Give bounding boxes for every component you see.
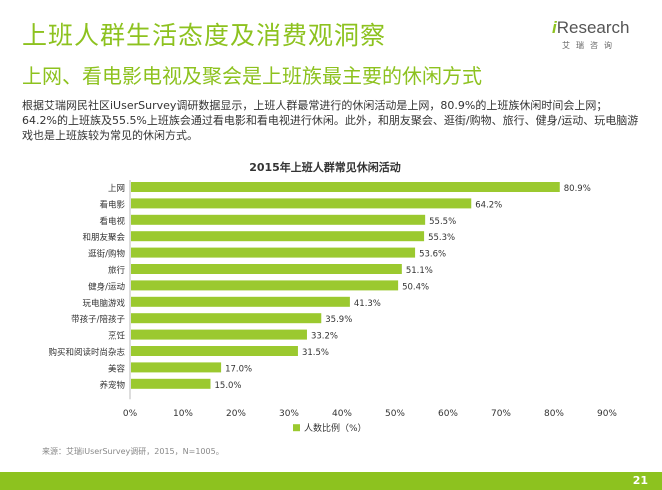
value-label: 41.3% — [354, 299, 381, 309]
value-label: 53.6% — [419, 250, 446, 260]
category-label: 旅行 — [108, 265, 126, 276]
value-label: 31.5% — [302, 348, 329, 358]
x-tick-label: 0% — [123, 409, 138, 419]
chart-title: 2015年上班人群常见休闲活动 — [249, 160, 401, 174]
logo-wordmark: Research — [556, 18, 630, 37]
bar — [131, 346, 298, 356]
bar — [131, 378, 211, 389]
x-tick-label: 10% — [173, 409, 193, 419]
logo-i: i — [552, 18, 557, 37]
value-label: 50.4% — [402, 282, 429, 292]
value-label: 15.0% — [215, 381, 242, 391]
page-title: 上班人群生活态度及消费观洞察 — [22, 21, 387, 50]
value-label: 55.3% — [428, 233, 455, 243]
bar — [131, 198, 472, 209]
page-subtitle: 上网、看电影电视及聚会是上班族最主要的休闲方式 — [22, 64, 482, 88]
x-tick-label: 20% — [226, 409, 246, 419]
category-label: 购买和阅读时尚杂志 — [48, 347, 125, 358]
value-label: 80.9% — [564, 184, 591, 194]
category-label: 看电视 — [99, 216, 125, 227]
bar — [131, 182, 560, 192]
category-label: 带孩子/陪孩子 — [71, 314, 125, 325]
bar — [131, 280, 399, 291]
value-label: 51.1% — [406, 266, 433, 276]
category-label: 上网 — [108, 184, 125, 194]
bar — [131, 329, 307, 340]
category-label: 玩电脑游戏 — [82, 298, 125, 309]
bar — [131, 313, 322, 324]
x-tick-label: 60% — [438, 409, 458, 419]
category-label: 美容 — [108, 363, 126, 374]
bar — [131, 296, 350, 307]
x-tick-label: 30% — [279, 409, 299, 419]
x-tick-label: 70% — [491, 409, 511, 419]
x-tick-label: 50% — [385, 409, 405, 419]
bar — [131, 247, 416, 258]
x-tick-label: 40% — [332, 409, 352, 419]
value-label: 35.9% — [325, 315, 352, 325]
bar — [131, 214, 426, 225]
description-text: 根据艾瑞网民社区iUserSurvey调研数据显示，上班人群最常进行的休闲活动是… — [22, 99, 639, 142]
page-number: 21 — [632, 474, 648, 487]
source-note: 来源：艾瑞iUserSurvey调研，2015，N=1005。 — [42, 447, 224, 456]
category-label: 烹饪 — [108, 331, 126, 342]
category-label: 养宠物 — [99, 380, 125, 391]
category-label: 看电影 — [99, 199, 125, 210]
category-label: 健身/运动 — [88, 281, 125, 292]
footer-bar: 21 — [0, 472, 662, 490]
bar — [131, 231, 425, 242]
logo-cn: 艾瑞咨询 — [562, 41, 618, 50]
category-label: 和朋友聚会 — [82, 232, 125, 243]
x-tick-label: 90% — [597, 409, 617, 419]
category-label: 逛街/购物 — [88, 249, 125, 260]
value-label: 17.0% — [225, 364, 252, 374]
value-label: 55.5% — [429, 217, 456, 227]
bar — [131, 362, 222, 373]
legend-label: 人数比例（%） — [304, 422, 367, 434]
legend-swatch — [293, 424, 300, 432]
x-tick-label: 80% — [544, 409, 564, 419]
iresearch-logo: iResearch 艾瑞咨询 — [552, 18, 652, 58]
value-label: 33.2% — [311, 332, 338, 342]
bar — [131, 264, 402, 274]
value-label: 64.2% — [475, 200, 502, 210]
